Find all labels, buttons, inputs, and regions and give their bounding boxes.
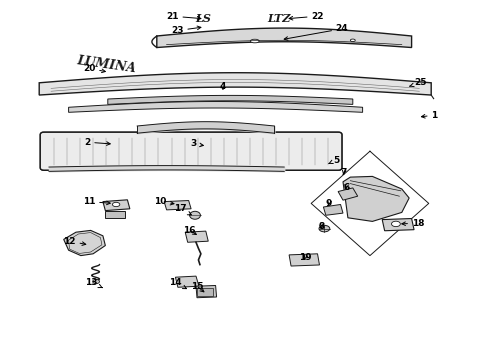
Polygon shape [164, 201, 191, 210]
Text: 20: 20 [83, 64, 105, 73]
Polygon shape [39, 73, 431, 95]
Text: 24: 24 [284, 24, 348, 40]
Polygon shape [185, 231, 208, 242]
Text: 16: 16 [183, 226, 196, 235]
Ellipse shape [392, 221, 400, 227]
Polygon shape [64, 230, 105, 256]
Text: 17: 17 [173, 204, 192, 215]
Polygon shape [103, 200, 130, 211]
Text: 19: 19 [299, 253, 312, 262]
Text: 3: 3 [191, 139, 203, 148]
Polygon shape [157, 28, 412, 48]
Ellipse shape [319, 225, 330, 232]
Polygon shape [289, 254, 319, 266]
FancyBboxPatch shape [40, 132, 342, 170]
Text: 23: 23 [171, 26, 201, 35]
Text: 15: 15 [191, 282, 204, 292]
Polygon shape [108, 95, 353, 104]
Text: 9: 9 [326, 199, 332, 208]
Text: LS: LS [196, 13, 211, 24]
Text: 6: 6 [343, 183, 349, 192]
Text: LTZ: LTZ [268, 13, 291, 24]
Text: 8: 8 [318, 222, 325, 231]
Polygon shape [338, 188, 358, 200]
Text: 18: 18 [402, 219, 424, 228]
Text: 2: 2 [84, 138, 110, 147]
Text: 13: 13 [85, 278, 102, 288]
Text: 25: 25 [410, 78, 427, 87]
Polygon shape [175, 276, 199, 287]
Polygon shape [105, 211, 125, 218]
Text: LUMINA: LUMINA [76, 54, 137, 75]
Polygon shape [196, 285, 217, 298]
Text: 4: 4 [220, 82, 226, 91]
Polygon shape [197, 288, 213, 296]
Text: 1: 1 [421, 111, 438, 120]
Ellipse shape [93, 279, 99, 284]
Text: 11: 11 [83, 197, 110, 206]
Ellipse shape [190, 211, 200, 219]
Text: 12: 12 [63, 237, 86, 246]
Polygon shape [69, 102, 363, 112]
Polygon shape [382, 219, 414, 231]
Ellipse shape [113, 202, 120, 207]
Polygon shape [343, 176, 409, 221]
Ellipse shape [350, 39, 355, 41]
Ellipse shape [250, 39, 259, 43]
Text: 7: 7 [341, 168, 347, 177]
Text: 10: 10 [154, 197, 174, 206]
Text: 22: 22 [289, 12, 324, 21]
Text: 21: 21 [166, 12, 201, 21]
Polygon shape [323, 204, 343, 215]
Text: 14: 14 [169, 278, 187, 289]
Text: 5: 5 [329, 156, 340, 165]
